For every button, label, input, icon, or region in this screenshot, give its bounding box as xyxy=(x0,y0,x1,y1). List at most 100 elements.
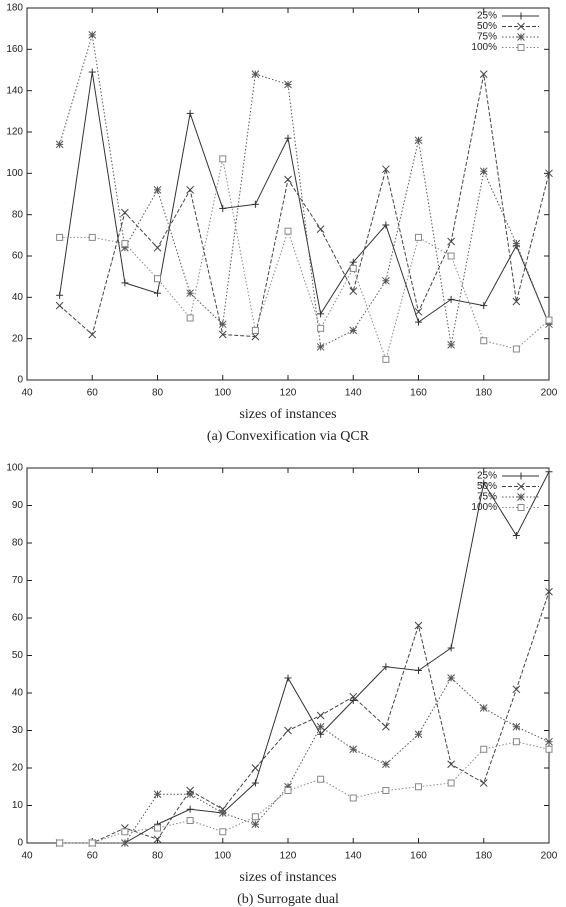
point-marker xyxy=(219,828,227,836)
point-marker xyxy=(349,287,358,295)
legend-marker xyxy=(517,22,525,31)
marker-stroke xyxy=(153,835,162,844)
marker-square xyxy=(154,275,161,283)
point-marker xyxy=(545,468,553,476)
point-marker xyxy=(316,711,325,720)
marker-square xyxy=(88,839,96,847)
point-marker xyxy=(545,737,553,746)
marker-stroke xyxy=(186,289,194,298)
point-marker xyxy=(251,764,260,772)
marker-stroke xyxy=(447,760,455,769)
y-tick-label: 70 xyxy=(12,575,24,586)
x-tick-label: 180 xyxy=(475,388,492,399)
marker-stroke xyxy=(545,169,553,178)
marker-stroke xyxy=(479,779,488,787)
point-marker xyxy=(56,839,64,847)
marker-stroke xyxy=(284,80,292,89)
marker-stroke xyxy=(512,685,521,694)
x-tick-label: 40 xyxy=(21,851,33,862)
marker-stroke xyxy=(517,493,525,501)
point-marker xyxy=(186,790,194,799)
point-marker xyxy=(154,289,161,297)
y-tick-label: 80 xyxy=(12,209,24,220)
y-tick-label: 160 xyxy=(6,44,23,55)
marker-square xyxy=(415,783,422,791)
legend-label: 100% xyxy=(471,502,497,513)
marker-square xyxy=(545,745,553,753)
marker-stroke xyxy=(414,621,423,630)
point-marker xyxy=(55,140,64,149)
legend-label: 25% xyxy=(477,471,497,482)
marker-stroke xyxy=(218,805,227,814)
point-marker xyxy=(251,332,260,341)
legend-marker xyxy=(517,493,525,501)
caption: (b) Surrogate dual xyxy=(237,892,339,907)
marker-square xyxy=(447,252,455,260)
marker-square xyxy=(284,227,292,235)
point-marker xyxy=(480,745,488,753)
marker-square xyxy=(121,240,129,248)
marker-square xyxy=(186,314,194,322)
point-marker xyxy=(512,722,521,731)
x-tick-label: 60 xyxy=(87,388,99,399)
y-tick-label: 180 xyxy=(6,3,23,14)
legend-marker xyxy=(517,482,525,491)
y-tick-label: 10 xyxy=(12,800,24,811)
x-tick-label: 80 xyxy=(152,851,164,862)
marker-stroke xyxy=(512,722,521,731)
marker-square xyxy=(545,316,553,324)
marker-square xyxy=(447,779,455,787)
x-tick-label: 80 xyxy=(152,388,164,399)
marker-square xyxy=(349,264,357,272)
legend-marker xyxy=(517,504,525,511)
marker-stroke xyxy=(349,326,358,335)
legend-label: 100% xyxy=(471,42,497,53)
point-marker xyxy=(317,324,325,332)
marker-square xyxy=(480,745,488,753)
point-marker xyxy=(512,685,521,694)
point-marker xyxy=(414,136,423,145)
marker-square xyxy=(349,794,357,802)
point-marker xyxy=(512,297,521,306)
point-marker xyxy=(186,786,194,795)
point-marker xyxy=(447,237,455,246)
point-marker xyxy=(317,310,325,318)
point-marker xyxy=(186,805,194,813)
marker-stroke xyxy=(251,332,260,341)
marker-square xyxy=(251,813,259,821)
point-marker xyxy=(545,745,553,753)
marker-stroke xyxy=(512,239,521,248)
series-line xyxy=(59,591,550,844)
series-line xyxy=(59,677,550,844)
y-tick-label: 60 xyxy=(12,251,24,262)
marker-stroke xyxy=(153,186,162,194)
x-tick-label: 120 xyxy=(280,851,297,862)
point-marker xyxy=(186,289,194,298)
point-marker xyxy=(512,738,520,746)
legend-label: 50% xyxy=(477,21,497,32)
point-marker xyxy=(382,276,390,285)
y-tick-label: 40 xyxy=(12,292,24,303)
point-marker xyxy=(251,779,259,787)
x-tick-label: 140 xyxy=(345,851,362,862)
series-line xyxy=(59,74,550,338)
y-tick-label: 20 xyxy=(12,333,24,344)
point-marker xyxy=(382,165,390,174)
y-tick-label: 0 xyxy=(17,838,23,849)
point-marker xyxy=(447,674,455,682)
y-tick-label: 90 xyxy=(12,500,24,511)
x-axis-label: sizes of instances xyxy=(239,870,336,885)
point-marker xyxy=(186,186,194,194)
point-marker xyxy=(512,345,520,353)
point-marker xyxy=(349,264,357,272)
point-marker xyxy=(153,835,162,844)
marker-stroke xyxy=(186,786,194,795)
y-tick-label: 100 xyxy=(6,463,23,474)
marker-stroke xyxy=(349,692,358,701)
point-marker xyxy=(284,674,292,682)
marker-stroke xyxy=(479,70,488,78)
point-marker xyxy=(251,813,259,821)
point-marker xyxy=(121,208,129,217)
point-marker xyxy=(415,783,422,791)
marker-stroke xyxy=(545,587,553,596)
